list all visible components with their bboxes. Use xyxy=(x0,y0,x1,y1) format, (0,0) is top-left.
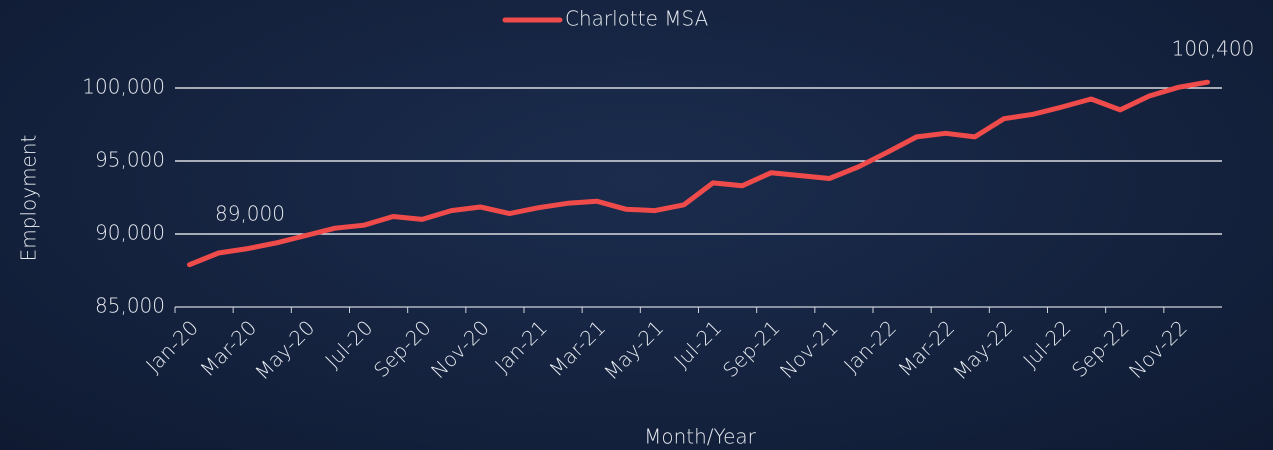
line xyxy=(187,79,1210,268)
annotation: 100,400 xyxy=(1172,37,1255,61)
x-tick-label: May-20 xyxy=(250,315,319,384)
x-tick-label: Sep-22 xyxy=(1067,315,1134,382)
x-tick-label: Nov-22 xyxy=(1124,315,1192,383)
x-tick-label: Mar-20 xyxy=(195,315,261,381)
x-tick-label: Sep-20 xyxy=(369,315,436,382)
x-tick-label: May-21 xyxy=(599,315,668,384)
x-tick-label: Jan-21 xyxy=(490,315,552,377)
y-tick-label: 85,000 xyxy=(95,294,165,318)
y-tick-label: 100,000 xyxy=(82,75,165,99)
y-tick-label: 95,000 xyxy=(95,148,165,172)
x-tick-label: Mar-21 xyxy=(544,315,610,381)
y-tick-label: 90,000 xyxy=(95,221,165,245)
x-tick-label: Nov-20 xyxy=(426,315,494,383)
legend-label: Charlotte MSA xyxy=(565,7,709,31)
x-tick-label: Mar-22 xyxy=(893,315,959,381)
x-axis-title: Month/Year xyxy=(644,425,757,449)
x-tick-label: May-22 xyxy=(948,315,1017,384)
x-tick-label: Sep-21 xyxy=(718,315,785,382)
x-tick-label: Nov-21 xyxy=(775,315,843,383)
y-axis-title: Employment xyxy=(17,135,41,262)
annotation: 89,000 xyxy=(215,202,285,226)
x-tick-label: Jan-22 xyxy=(839,315,901,377)
x-tick-label: Jan-20 xyxy=(141,315,203,377)
